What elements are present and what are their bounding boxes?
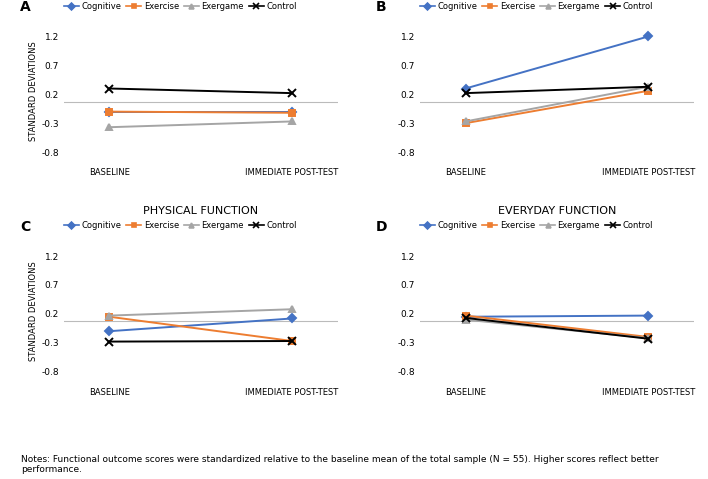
Title: EVERYDAY FUNCTION: EVERYDAY FUNCTION <box>498 206 616 216</box>
Text: D: D <box>376 220 387 234</box>
Legend: Cognitive, Exercise, Exergame, Control: Cognitive, Exercise, Exergame, Control <box>420 221 653 230</box>
Y-axis label: STANDARD DEVIATIONS: STANDARD DEVIATIONS <box>30 261 38 361</box>
Legend: Cognitive, Exercise, Exergame, Control: Cognitive, Exercise, Exergame, Control <box>420 2 653 11</box>
Text: A: A <box>20 0 30 14</box>
Text: B: B <box>376 0 387 14</box>
Title: PHYSICAL FUNCTION: PHYSICAL FUNCTION <box>143 206 258 216</box>
Legend: Cognitive, Exercise, Exergame, Control: Cognitive, Exercise, Exergame, Control <box>64 221 297 230</box>
Text: Notes: Functional outcome scores were standardized relative to the baseline mean: Notes: Functional outcome scores were st… <box>21 455 659 474</box>
Text: C: C <box>20 220 30 234</box>
Y-axis label: STANDARD DEVIATIONS: STANDARD DEVIATIONS <box>30 42 38 141</box>
Legend: Cognitive, Exercise, Exergame, Control: Cognitive, Exercise, Exergame, Control <box>64 2 297 11</box>
